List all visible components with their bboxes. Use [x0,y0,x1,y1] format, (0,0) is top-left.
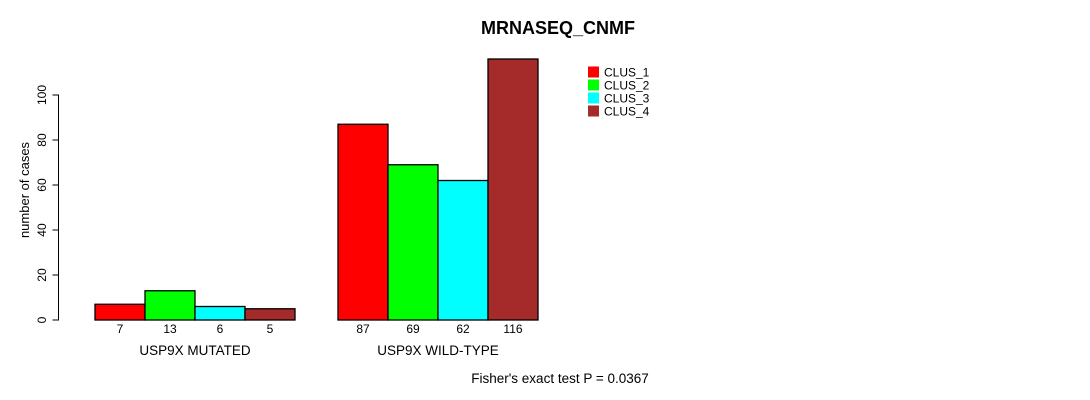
bar-value-label: 7 [117,322,124,336]
legend-label-clus_4: CLUS_4 [604,105,650,119]
footnote-fishers-test: Fisher's exact test P = 0.0367 [471,371,649,386]
legend-swatch-clus_2 [588,79,599,91]
bar-value-label: 116 [503,322,522,336]
bar-clus_4-group1 [244,308,296,321]
bar-value-label: 87 [356,322,370,336]
y-tick-label: 60 [35,178,49,192]
y-axis: 0 20 40 60 80 100 [35,85,59,323]
bar-value-label: 69 [406,322,420,336]
bars [94,58,539,321]
y-tick-label: 80 [35,133,49,147]
bar-value-label: 5 [267,322,274,336]
legend-swatch-clus_1 [588,66,599,78]
y-axis-label: number of cases [17,141,32,238]
chart-title: MRNASEQ_CNMF [481,18,635,38]
bar-clus_2-group1 [144,290,196,321]
bar-value-label: 13 [163,322,177,336]
group-label: USP9X MUTATED [139,343,251,358]
legend-label-clus_2: CLUS_2 [604,79,650,93]
y-tick-label: 40 [35,223,49,237]
bar-clus_1-group2 [337,123,389,321]
legend-label-clus_3: CLUS_3 [604,92,650,106]
legend-swatch-clus_4 [588,105,599,117]
legend-label-clus_1: CLUS_1 [604,66,650,80]
bar-and-group-labels: 7 13 6 5 USP9X MUTATED 87 69 62 116 USP9X WILD-TY… [117,322,523,358]
bar-clus_2-group2 [387,164,439,321]
bar-clus_3-group2 [437,179,489,321]
bar-clus_3-group1 [194,305,246,321]
group-label: USP9X WILD-TYPE [377,343,499,358]
legend-swatch-clus_3 [588,92,599,104]
y-tick-label: 100 [35,85,49,105]
y-tick-label: 0 [35,316,49,323]
bar-value-label: 62 [456,322,470,336]
y-tick-label: 20 [35,268,49,282]
bar-clus_4-group2 [487,58,539,321]
bar-value-label: 6 [217,322,224,336]
bar-clus_1-group1 [94,303,146,321]
